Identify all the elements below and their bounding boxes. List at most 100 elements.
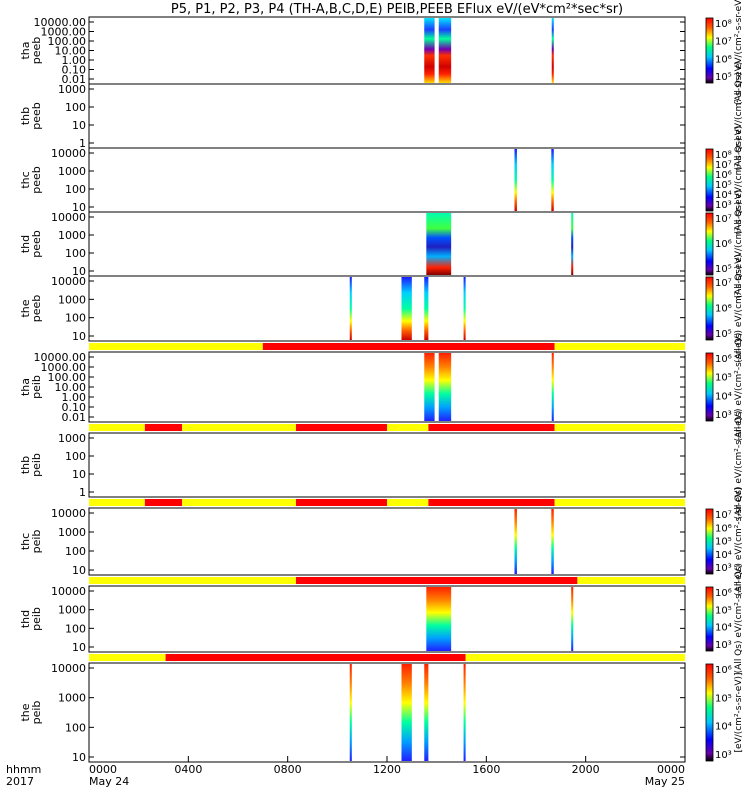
colorbar-tick-label: 10⁴ [715,623,732,634]
y-tick-label: 10000.00 [34,351,87,364]
spectrogram-block [463,664,466,761]
y-tick-label: 1000.00 [41,361,87,374]
spectrogram-block [438,18,452,83]
mode-bar-segment [295,577,578,584]
colorbar-tick-label: 10⁸ [715,150,732,161]
colorbar-tick-label: 10⁵ [715,693,732,704]
panel-instrument-label: peeb [30,230,43,258]
y-tick-label: 0.01 [62,73,87,86]
colorbar-tick-label: 10⁵ [715,72,732,83]
colorbar-tick-label: 10⁷ [715,160,732,171]
colorbar-tick-label: 10³ [715,640,732,651]
mode-bar-segment [89,424,145,431]
spectrogram-block [551,18,554,83]
mode-bar-segment [387,499,429,506]
colorbar-tick-label: 10⁵ [715,605,732,616]
colorbar-label: (All Qs) eV/(cm²-s-sr-eV) [734,62,744,171]
colorbar [705,148,714,212]
colorbar-label: (All Qs) eV/(cm²-s-sr-eV) [734,411,744,520]
spectrogram-block [424,277,429,340]
colorbar-label: (All Qs) eV/(cm²-s-sr-eV) [734,565,744,674]
spectrogram-block [514,509,517,574]
y-tick-label: 0.01 [62,411,87,424]
spectrogram-block [401,277,412,340]
colorbar-tick-label: 10³ [715,750,732,761]
spectrogram-block [571,587,574,651]
y-tick-label: 10000 [51,211,86,224]
panel-thc-peeb: 10000100010010thcpeeb10⁸10⁷10⁶10⁵10⁴10³(… [19,126,744,235]
colorbar-tick-label: 10⁶ [715,239,732,250]
y-tick-label: 1000 [58,165,86,178]
spectrogram-block [463,277,466,340]
colorbar-tick-label: 10³ [715,563,732,574]
spectrogram-block [349,277,352,340]
y-tick-label: 10000 [51,662,86,675]
panel-frame [88,211,686,277]
y-tick-label: 1000 [58,293,86,306]
panel-probe-label: tha [19,41,32,59]
panel-probe-label: thb [19,456,32,474]
colorbar-tick-label: 10⁵ [715,180,732,191]
mode-bar-segment [295,424,387,431]
colorbar-tick-label: 10³ [715,410,732,421]
panel-instrument-label: peeb [30,102,43,130]
colorbar-tick-label: 10⁴ [715,190,732,201]
panel-instrument-label: peib [30,453,43,477]
mode-bar-segment [89,343,263,350]
spectrogram-block [349,664,352,761]
panel-frame [88,147,686,213]
mode-bar-segment [428,424,555,431]
mode-bar-segment [554,499,685,506]
y-tick-label: 10000 [51,147,86,160]
colorbar [705,663,714,762]
x-tick-label: 0800 [274,763,302,776]
spectrogram-block [551,353,554,421]
figure-title: P5, P1, P2, P3, P4 (TH-A,B,C,D,E) PEIB,P… [171,2,623,17]
mode-bar-segment [144,424,183,431]
x-axis: hhmm 2017 0000 0400 0800 1200 1600 2000 0000 M… [6,756,686,788]
panel-frame [88,16,686,85]
colorbar-tick-label: 10⁵ [715,264,732,275]
y-tick-label: 100 [65,247,86,260]
y-tick-label: 10 [72,265,86,278]
spectrogram-block [424,18,435,83]
spectrogram-block [426,213,452,275]
year-label: 2017 [6,775,34,788]
panel-instrument-label: peeb [30,37,43,65]
y-tick-label: 1000 [58,229,86,242]
x-tick-label: 1600 [472,763,500,776]
panel-frame [88,432,686,498]
x-tick-label: 0000 [657,763,685,776]
colorbar-tick-label: 10⁵ [715,537,732,548]
x-date-start: May 24 [89,775,129,788]
panel-frame [88,83,686,149]
colorbar [705,352,714,422]
y-tick-label: 1 [79,486,86,499]
colorbar-tick-label: 10⁷ [715,278,732,289]
colorbar-tick-label: 10³ [715,200,732,211]
spectrogram-block [438,353,452,421]
y-tick-label: 10000.00 [34,16,87,29]
y-tick-label: 1.00 [62,54,87,67]
spectrogram-block [551,509,554,574]
y-tick-label: 10.00 [55,45,87,58]
x-tick-label: 2000 [572,763,600,776]
colorbar [705,17,714,84]
panel-instrument-label: peib [30,701,43,725]
x-tick-label: 1200 [373,763,401,776]
colorbar-tick-label: 10⁶ [715,304,732,315]
colorbar-label: (All Qs) eV/(cm²-s-sr-eV) [734,487,744,596]
mode-bar-segment [89,577,296,584]
y-tick-label: 10000 [51,507,86,520]
panel-probe-label: the [19,703,32,721]
x-tick-label: 0400 [174,763,202,776]
y-tick-label: 10 [72,468,86,481]
y-tick-label: 100 [65,101,86,114]
panel-probe-label: the [19,299,32,317]
colorbar-tick-label: 10⁶ [715,588,732,599]
y-tick-label: 10 [72,330,86,343]
colorbar-tick-label: 10⁶ [715,170,732,181]
